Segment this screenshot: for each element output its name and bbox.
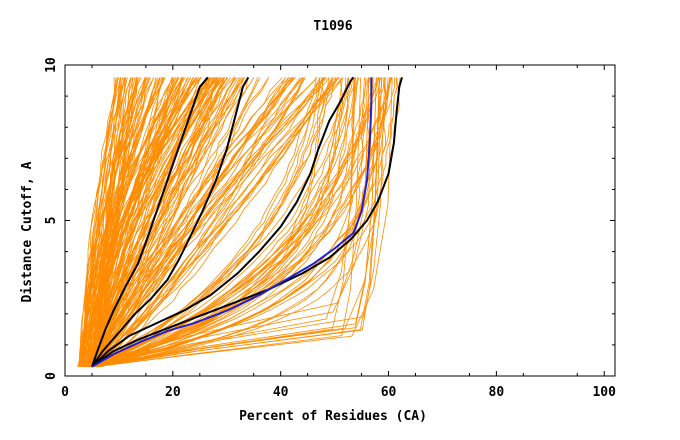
bundle-line	[87, 77, 115, 367]
bundle-line	[95, 77, 330, 368]
bundle-line	[79, 77, 183, 367]
bundle-line	[78, 77, 117, 367]
bundle-line	[94, 77, 377, 368]
bundle-line	[87, 77, 392, 368]
bundle-line	[94, 77, 246, 367]
bundle-line	[93, 77, 355, 368]
y-tick-label: 10	[44, 57, 59, 73]
bundle-line	[89, 77, 244, 367]
y-axis-label: Distance Cutoff, A	[20, 161, 35, 302]
bundle-line	[90, 77, 370, 368]
bundle-line	[92, 77, 138, 367]
series-line-3	[91, 76, 355, 368]
bundle-line	[98, 77, 323, 368]
bundle-line	[87, 77, 209, 367]
x-tick-label: 40	[273, 385, 289, 400]
bundle-line	[86, 77, 349, 368]
bundle-line	[88, 77, 386, 368]
bundle-line	[87, 77, 325, 367]
x-tick-label: 60	[381, 385, 397, 400]
bundle-line	[96, 77, 287, 367]
bundle-line	[93, 77, 380, 368]
bundle-line	[96, 77, 362, 368]
x-tick-label: 20	[165, 385, 181, 400]
bundle-line	[85, 77, 393, 368]
bundle-line	[97, 77, 344, 368]
series-line-2	[91, 76, 250, 368]
bundle-line	[98, 77, 357, 368]
y-tick-label: 0	[44, 372, 59, 380]
bundle-line	[86, 77, 224, 367]
bundle-line	[98, 77, 353, 368]
series-line-1	[91, 76, 209, 368]
series-line-4	[91, 77, 403, 368]
bundle-line	[87, 77, 398, 368]
chart-title: T1096	[313, 19, 352, 34]
series-line-5	[91, 77, 373, 368]
bundle-line	[91, 77, 258, 368]
bundle-line	[92, 77, 389, 368]
bundle-line	[82, 77, 295, 367]
bundle-line	[86, 77, 333, 368]
bundle-line	[88, 77, 296, 367]
bundle-line	[90, 77, 367, 368]
axes: 0 20 40 60 80 100 0 5 10	[44, 57, 616, 400]
bundle-line	[91, 77, 343, 368]
bundle-line	[87, 77, 134, 367]
x-tick-label: 80	[489, 385, 505, 400]
x-tick-label: 100	[592, 385, 616, 400]
y-tick-label: 5	[44, 217, 59, 225]
bundle-line	[94, 77, 246, 367]
bundle-line	[93, 77, 356, 368]
bundle-line	[97, 77, 370, 368]
bundle-line	[89, 77, 306, 368]
x-axis-label: Percent of Residues (CA)	[239, 409, 427, 424]
bundle-line	[92, 77, 393, 368]
bundle-line	[93, 77, 174, 367]
bundle-line	[81, 77, 188, 367]
bundle-line	[85, 77, 121, 367]
bundle-line	[83, 77, 350, 368]
bundle-line	[85, 77, 291, 367]
bundle-line	[79, 77, 166, 367]
bundle-line	[92, 77, 340, 367]
bundle-line	[90, 77, 237, 367]
x-tick-label: 0	[61, 385, 69, 400]
bundle-line	[89, 77, 401, 368]
line-bundle	[77, 77, 401, 368]
bundle-line	[89, 77, 306, 368]
highlight-series	[91, 76, 403, 368]
bundle-line	[92, 77, 157, 367]
bundle-line	[89, 77, 164, 367]
bundle-line	[96, 77, 380, 368]
bundle-line	[80, 77, 140, 367]
bundle-line	[96, 77, 289, 368]
bundle-line	[91, 77, 219, 367]
